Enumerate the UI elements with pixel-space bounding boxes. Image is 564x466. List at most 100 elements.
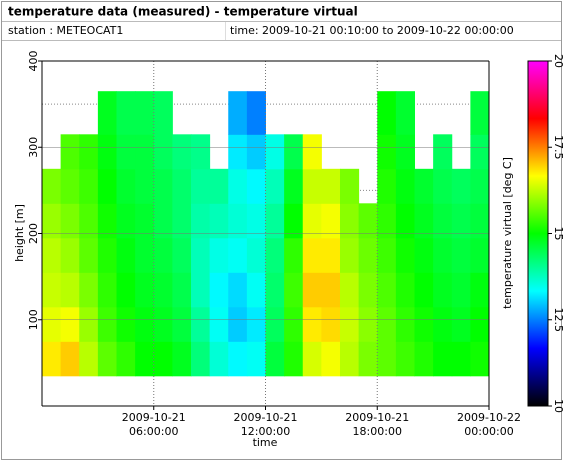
heat-cell	[433, 341, 453, 377]
colorbar-tick-label: 10	[552, 399, 564, 413]
colorbar-tick-label: 20	[552, 54, 564, 68]
heat-cell	[79, 272, 99, 308]
heat-cell	[209, 341, 229, 377]
heat-cell	[153, 306, 173, 342]
heat-cell	[265, 203, 285, 239]
heat-cell	[60, 134, 80, 170]
heat-cell	[153, 91, 173, 135]
heat-cell	[172, 272, 192, 308]
heat-cell	[340, 306, 360, 342]
heat-cell	[135, 91, 155, 135]
heat-cell	[79, 168, 99, 204]
x-axis-label: time	[253, 436, 278, 449]
heat-cell	[395, 168, 415, 204]
heat-cell	[321, 168, 341, 204]
heat-cell	[451, 168, 471, 204]
heat-cell	[246, 168, 266, 204]
heat-cell	[42, 203, 62, 239]
heat-cell	[433, 203, 453, 239]
heat-cell	[153, 237, 173, 273]
heat-cell	[246, 272, 266, 308]
heat-cell	[302, 341, 322, 377]
heat-cell	[42, 306, 62, 342]
heat-cell	[302, 134, 322, 170]
heat-cell	[116, 203, 136, 239]
heat-cell	[246, 91, 266, 135]
heat-cell	[191, 341, 211, 377]
heat-cell	[451, 306, 471, 342]
colorbar-label: temperature virtual [deg C]	[501, 157, 514, 309]
y-tick-label: 100	[27, 309, 40, 330]
heat-cell	[377, 306, 397, 342]
heat-cell	[246, 237, 266, 273]
y-tick-label: 400	[27, 51, 40, 72]
heat-cell	[209, 203, 229, 239]
heat-cell	[60, 272, 80, 308]
heat-cell	[153, 203, 173, 239]
heat-cell	[153, 341, 173, 377]
heat-cell	[42, 272, 62, 308]
y-tick-label: 300	[27, 137, 40, 158]
heat-cell	[135, 306, 155, 342]
heat-cell	[191, 272, 211, 308]
heat-cell	[395, 272, 415, 308]
heat-cell	[377, 91, 397, 135]
heat-cell	[60, 168, 80, 204]
heat-cell	[284, 237, 304, 273]
heat-cell	[284, 306, 304, 342]
heat-cell	[284, 341, 304, 377]
heat-cell	[451, 203, 471, 239]
heat-cell	[228, 237, 248, 273]
heat-cell	[116, 237, 136, 273]
heat-cell	[470, 203, 490, 239]
heat-cell	[97, 134, 117, 170]
heat-cell	[265, 134, 285, 170]
heat-cell	[135, 341, 155, 377]
heat-cell	[377, 203, 397, 239]
heat-cell	[395, 341, 415, 377]
chart-title: temperature data (measured) - temperatur…	[8, 5, 358, 19]
heat-cell	[321, 306, 341, 342]
heat-cell	[228, 203, 248, 239]
heat-cell	[377, 134, 397, 170]
heat-cell	[265, 237, 285, 273]
heat-cell	[135, 168, 155, 204]
heat-cell	[135, 272, 155, 308]
heat-cell	[451, 272, 471, 308]
heat-cell	[135, 237, 155, 273]
heat-cell	[191, 237, 211, 273]
heat-cell	[470, 341, 490, 377]
heat-cell	[433, 237, 453, 273]
heat-cell	[246, 134, 266, 170]
heat-cell	[414, 341, 434, 377]
heat-cell	[191, 306, 211, 342]
heat-cell	[265, 306, 285, 342]
heat-cell	[395, 91, 415, 135]
heat-cell	[42, 168, 62, 204]
heat-cell	[172, 237, 192, 273]
heat-cell	[340, 168, 360, 204]
heat-cell	[470, 134, 490, 170]
heat-cell	[414, 168, 434, 204]
heat-cell	[79, 203, 99, 239]
heat-cell	[228, 341, 248, 377]
time-range: time: 2009-10-21 00:10:00 to 2009-10-22 …	[230, 24, 514, 37]
heat-cell	[191, 168, 211, 204]
heat-cell	[228, 168, 248, 204]
x-tick-label: 2009-10-21 12:00:00	[234, 411, 298, 438]
heat-cell	[97, 341, 117, 377]
heat-cell	[377, 341, 397, 377]
heat-cell	[79, 134, 99, 170]
heat-cell	[414, 306, 434, 342]
heat-cell	[284, 168, 304, 204]
heat-cell	[395, 306, 415, 342]
heat-cell	[302, 306, 322, 342]
heat-cell	[42, 341, 62, 377]
heat-cell	[302, 237, 322, 273]
heat-cell	[377, 168, 397, 204]
colorbar-tick-label: 17.5	[552, 135, 564, 160]
heat-cell	[321, 203, 341, 239]
heat-cell	[60, 341, 80, 377]
heat-cell	[433, 168, 453, 204]
heat-cell	[321, 341, 341, 377]
